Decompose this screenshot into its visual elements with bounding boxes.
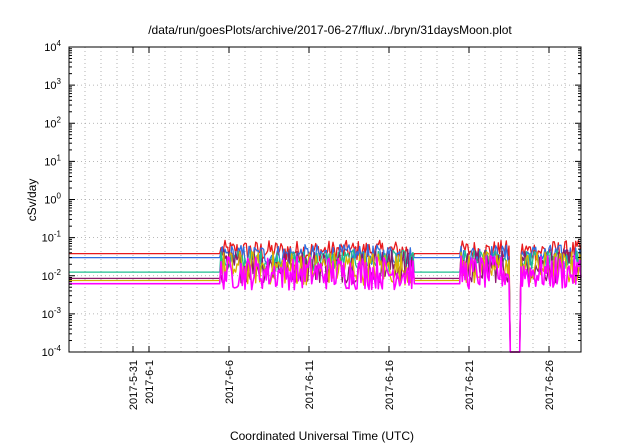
x-axis-label: Coordinated Universal Time (UTC) (230, 429, 414, 443)
y-axis-label: cSv/day (25, 179, 39, 222)
x-tick-label: 2017-6-26 (544, 360, 556, 410)
y-tick-label: 10-4 (42, 344, 62, 359)
x-tick-label: 2017-6-1 (144, 360, 156, 404)
y-tick-label: 103 (44, 77, 61, 92)
axis-ticks: 10-4 10-3 10-2 10-1 100 101 102 103 104 2017-5-31… (42, 39, 581, 410)
y-tick-label: 102 (44, 115, 61, 130)
series-line (69, 248, 582, 353)
grid-lines (69, 47, 581, 352)
x-tick-label: 2017-5-31 (128, 360, 140, 410)
y-tick-label: 10-3 (42, 306, 62, 321)
series-line (69, 251, 582, 353)
y-tick-label: 10-1 (42, 230, 62, 245)
x-tick-label: 2017-6-6 (224, 360, 236, 404)
series-line (69, 244, 582, 353)
series-line (69, 254, 582, 353)
y-tick-label: 10-2 (42, 268, 62, 283)
y-tick-label: 104 (44, 39, 61, 54)
x-tick-label: 2017-6-21 (464, 360, 476, 410)
x-tick-label: 2017-6-11 (304, 360, 316, 409)
x-tick-label: 2017-6-16 (384, 360, 396, 410)
y-tick-label: 101 (44, 153, 61, 168)
plot-frame (68, 46, 582, 353)
chart-title: /data/run/goesPlots/archive/2017-06-27/f… (148, 23, 512, 37)
y-tick-label: 100 (44, 192, 61, 207)
series-group (69, 239, 582, 353)
